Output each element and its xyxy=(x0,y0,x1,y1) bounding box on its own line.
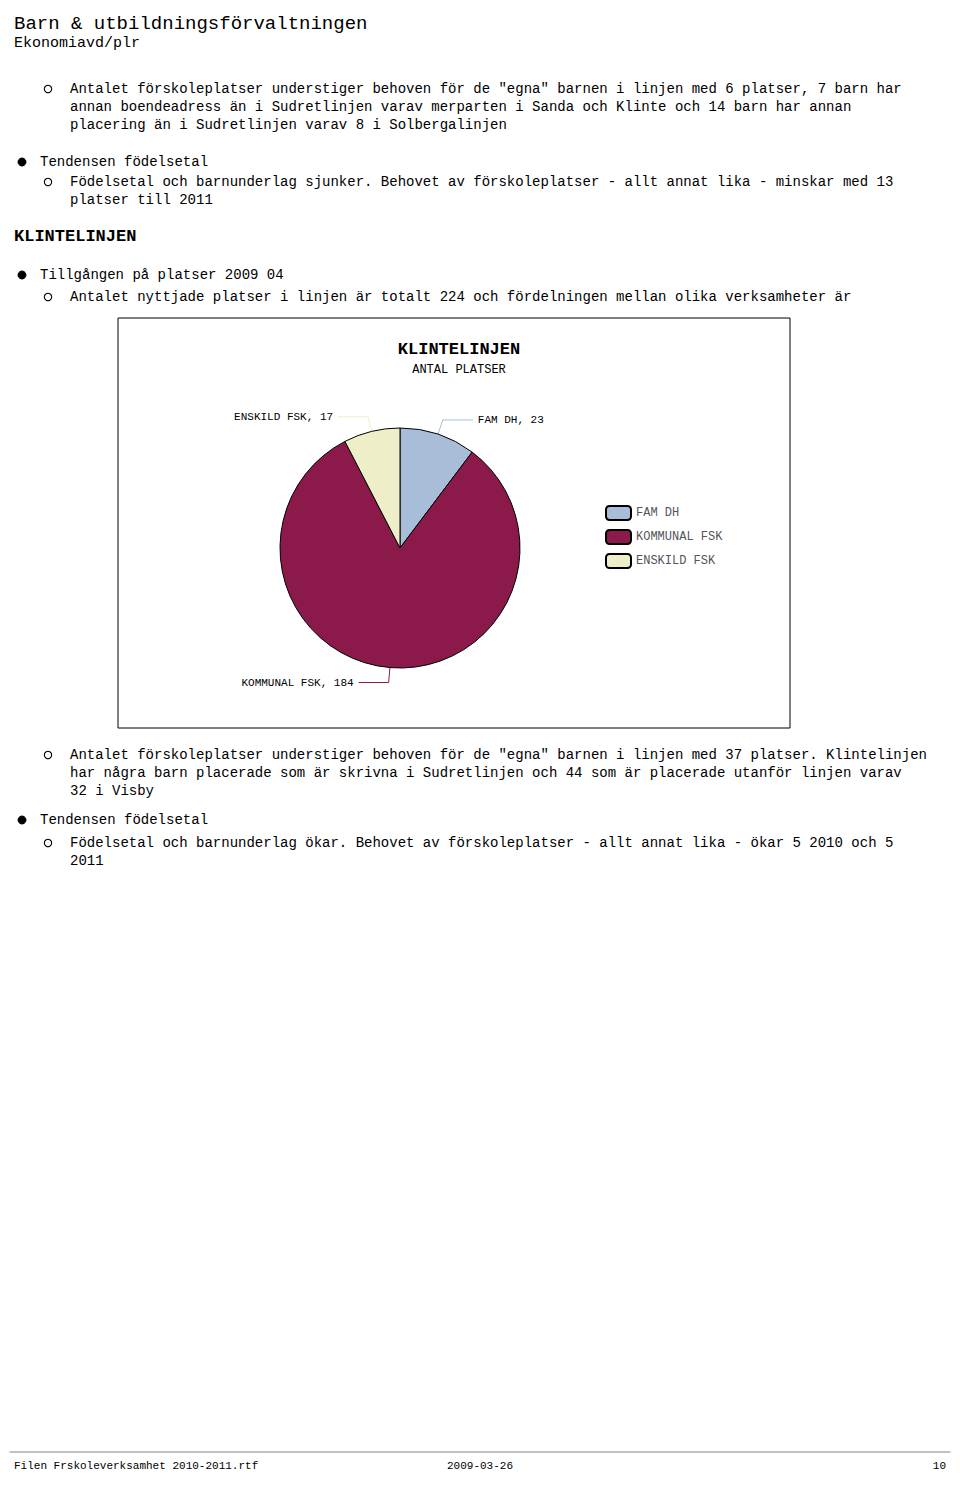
svg-text:Filen Frskoleverksamhet 2010-2: Filen Frskoleverksamhet 2010-2011.rtf xyxy=(14,1460,258,1472)
svg-text:har några barn placerade som ä: har några barn placerade som är skrivna … xyxy=(70,765,902,781)
svg-text:2011: 2011 xyxy=(70,853,104,869)
svg-text:KLINTELINJEN: KLINTELINJEN xyxy=(398,340,520,359)
svg-text:Antalet nyttjade platser i lin: Antalet nyttjade platser i linjen är tot… xyxy=(70,289,851,305)
svg-text:KLINTELINJEN: KLINTELINJEN xyxy=(14,227,136,246)
svg-text:KOMMUNAL FSK, 184: KOMMUNAL FSK, 184 xyxy=(241,677,354,689)
svg-text:2009-03-26: 2009-03-26 xyxy=(447,1460,513,1472)
svg-text:KOMMUNAL FSK: KOMMUNAL FSK xyxy=(636,530,723,544)
svg-text:FAM DH: FAM DH xyxy=(636,506,679,520)
svg-text:Barn & utbildningsförvaltninge: Barn & utbildningsförvaltningen xyxy=(14,13,367,35)
svg-text:Födelsetal och barnunderlag ök: Födelsetal och barnunderlag ökar. Behove… xyxy=(70,835,893,851)
svg-text:Tillgången på platser 2009 04: Tillgången på platser 2009 04 xyxy=(40,267,284,283)
svg-text:Tendensen födelsetal: Tendensen födelsetal xyxy=(40,812,208,828)
svg-text:Antalet förskoleplatser unders: Antalet förskoleplatser understiger beho… xyxy=(70,747,927,763)
svg-text:Födelsetal och barnunderlag sj: Födelsetal och barnunderlag sjunker. Beh… xyxy=(70,174,893,190)
svg-text:Antalet förskoleplatser unders: Antalet förskoleplatser understiger beho… xyxy=(70,81,902,97)
svg-text:Ekonomiavd/plr: Ekonomiavd/plr xyxy=(14,35,140,52)
svg-text:FAM DH, 23: FAM DH, 23 xyxy=(478,414,544,426)
svg-text:platser till 2011: platser till 2011 xyxy=(70,192,213,208)
svg-text:10: 10 xyxy=(933,1460,946,1472)
svg-text:annan boendeadress än i Sudret: annan boendeadress än i Sudretlinjen var… xyxy=(70,99,851,115)
svg-text:ENSKILD FSK, 17: ENSKILD FSK, 17 xyxy=(234,411,333,423)
svg-text:ANTAL PLATSER: ANTAL PLATSER xyxy=(412,363,506,377)
svg-text:Tendensen födelsetal: Tendensen födelsetal xyxy=(40,154,208,170)
svg-text:placering än i Sudretlinjen va: placering än i Sudretlinjen varav 8 i So… xyxy=(70,117,507,133)
svg-text:32 i Visby: 32 i Visby xyxy=(70,783,154,799)
svg-text:ENSKILD FSK: ENSKILD FSK xyxy=(636,554,716,568)
